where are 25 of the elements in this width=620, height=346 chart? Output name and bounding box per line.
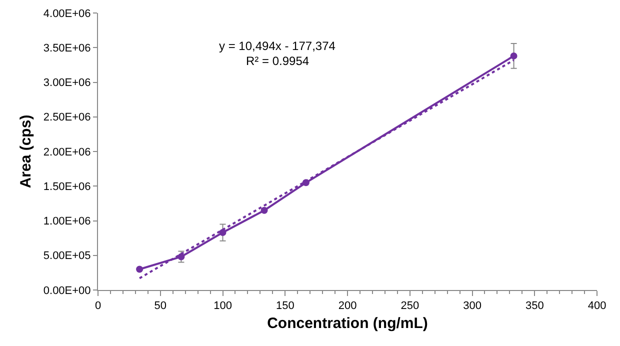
y-tick-label: 3.00E+06 [43,77,91,90]
point [260,206,268,214]
y-tick-label: 1.50E+06 [43,180,91,193]
x-tick-label: 50 [154,300,167,312]
y-tick-label: 5.00E+05 [43,250,91,262]
y-tick-label: 0.00E+00 [43,284,91,297]
y-tick-label: 3.50E+06 [43,42,91,54]
x-axis-title: Concentration (ng/mL) [267,315,428,332]
x-tick-label: 0 [94,300,102,312]
x-tick-label: 350 [525,300,544,312]
y-tick-label: 2.00E+06 [43,146,91,158]
point [136,266,144,273]
x-tick-label: 400 [588,300,606,312]
y-tick-label: 1.00E+06 [43,216,91,228]
annotation: y = 10,494x - 177,374 [219,39,336,53]
point [510,52,518,60]
x-tick-label: 300 [463,300,482,312]
x-tick-label: 250 [400,300,420,312]
y-tick-label: 4.00E+06 [43,8,91,20]
y-axis-title: Area (cps) [18,114,35,188]
x-tick-label: 100 [214,300,232,312]
x-tick-label: 200 [338,300,357,312]
x-tick-label: 150 [276,300,294,312]
y-tick-label: 2.50E+06 [43,112,91,124]
annotation: R² = 0.9954 [246,54,310,68]
